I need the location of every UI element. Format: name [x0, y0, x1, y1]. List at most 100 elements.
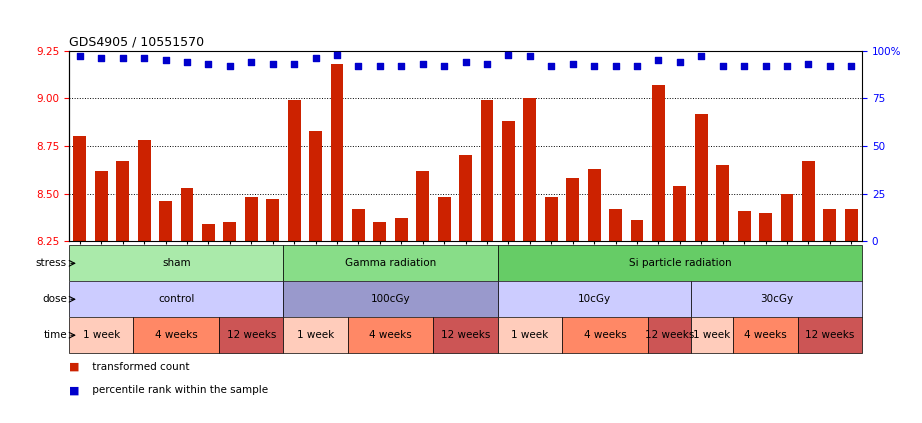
Text: stress: stress — [36, 258, 67, 268]
Point — [780, 63, 795, 69]
Bar — [781, 194, 794, 241]
Text: 1 week: 1 week — [693, 330, 730, 340]
Text: transformed count: transformed count — [89, 362, 190, 372]
Bar — [502, 121, 514, 241]
Bar — [137, 140, 150, 241]
Bar — [480, 100, 493, 241]
Bar — [283, 245, 498, 281]
Point — [437, 63, 452, 69]
Bar — [69, 281, 283, 317]
Bar — [134, 317, 219, 353]
Text: 10cGy: 10cGy — [577, 294, 610, 304]
Bar — [202, 224, 215, 241]
Bar — [116, 161, 129, 241]
Point — [523, 53, 538, 60]
Point — [115, 55, 130, 62]
Point — [672, 59, 687, 66]
Text: 12 weeks: 12 weeks — [805, 330, 855, 340]
Bar — [695, 114, 708, 241]
Point — [458, 59, 473, 66]
Bar — [498, 317, 562, 353]
Point — [501, 51, 515, 58]
Point — [351, 63, 366, 69]
Bar — [823, 209, 836, 241]
Point — [737, 63, 751, 69]
Text: control: control — [158, 294, 195, 304]
Point — [758, 63, 773, 69]
Bar — [498, 281, 691, 317]
Bar — [566, 179, 579, 241]
Point — [159, 57, 173, 64]
Point — [565, 61, 580, 68]
Bar — [673, 186, 686, 241]
Text: 100cGy: 100cGy — [371, 294, 410, 304]
Bar — [802, 161, 815, 241]
Point — [94, 55, 109, 62]
Bar — [498, 245, 862, 281]
Bar — [95, 171, 108, 241]
Bar — [691, 281, 862, 317]
Bar — [631, 220, 644, 241]
Point — [330, 51, 345, 58]
Bar — [648, 317, 691, 353]
Bar — [652, 85, 665, 241]
Bar — [219, 317, 283, 353]
Bar — [266, 199, 279, 241]
Point — [244, 59, 259, 66]
Text: 12 weeks: 12 weeks — [227, 330, 276, 340]
Text: GDS4905 / 10551570: GDS4905 / 10551570 — [69, 35, 205, 48]
Text: dose: dose — [42, 294, 67, 304]
Point — [609, 63, 623, 69]
Point — [586, 63, 601, 69]
Bar — [587, 169, 600, 241]
Bar — [417, 171, 429, 241]
Text: Gamma radiation: Gamma radiation — [345, 258, 436, 268]
Text: 1 week: 1 week — [297, 330, 334, 340]
Bar — [545, 198, 558, 241]
Bar — [395, 218, 408, 241]
Bar — [798, 317, 862, 353]
Point — [801, 61, 816, 68]
Bar — [331, 64, 344, 241]
Bar — [245, 198, 258, 241]
Bar — [738, 211, 751, 241]
Bar — [223, 222, 236, 241]
Point — [544, 63, 559, 69]
Bar — [433, 317, 498, 353]
Bar — [524, 99, 537, 241]
Bar — [459, 156, 472, 241]
Bar — [74, 136, 87, 241]
Bar — [759, 213, 772, 241]
Bar — [69, 317, 134, 353]
Text: 4 weeks: 4 weeks — [584, 330, 626, 340]
Text: 4 weeks: 4 weeks — [369, 330, 412, 340]
Point — [308, 55, 323, 62]
Text: sham: sham — [162, 258, 191, 268]
Bar — [373, 222, 386, 241]
Bar — [845, 209, 857, 241]
Bar — [309, 131, 322, 241]
Text: 12 weeks: 12 weeks — [441, 330, 491, 340]
Point — [201, 61, 216, 68]
Bar — [609, 209, 622, 241]
Bar — [562, 317, 648, 353]
Text: 4 weeks: 4 weeks — [744, 330, 787, 340]
Bar — [160, 201, 172, 241]
Point — [222, 63, 237, 69]
Bar — [716, 165, 729, 241]
Point — [136, 55, 151, 62]
Point — [287, 61, 301, 68]
Bar — [181, 188, 194, 241]
Point — [266, 61, 280, 68]
Point — [479, 61, 494, 68]
Text: time: time — [43, 330, 67, 340]
Bar — [288, 100, 301, 241]
Bar — [348, 317, 433, 353]
Text: 1 week: 1 week — [83, 330, 120, 340]
Point — [630, 63, 644, 69]
Point — [822, 63, 837, 69]
Point — [715, 63, 730, 69]
Text: Si particle radiation: Si particle radiation — [629, 258, 731, 268]
Bar — [438, 198, 451, 241]
Text: 4 weeks: 4 weeks — [155, 330, 197, 340]
